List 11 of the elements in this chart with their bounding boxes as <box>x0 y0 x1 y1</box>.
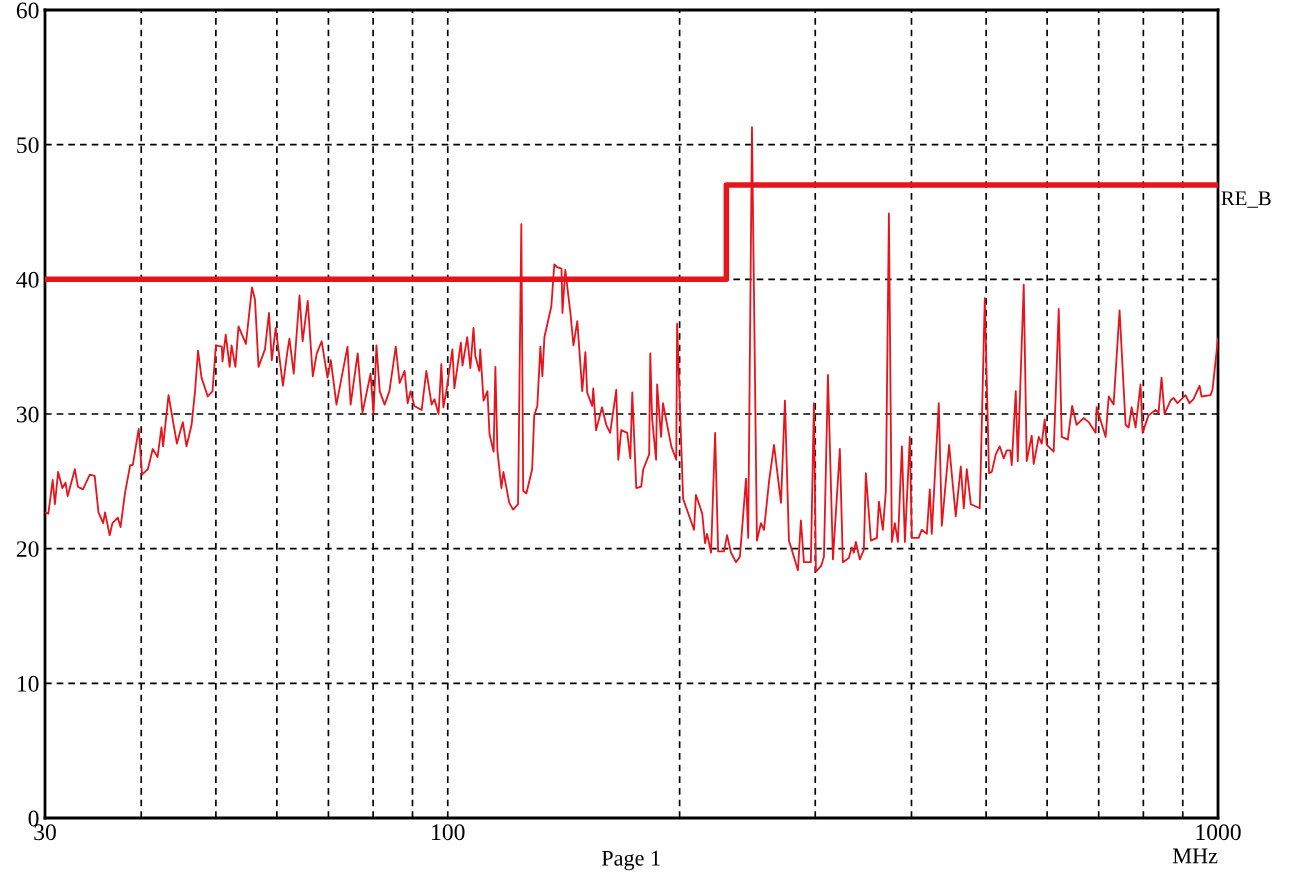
y-tick-label: 40 <box>16 271 39 288</box>
x-tick-label: 1000 <box>1196 824 1241 841</box>
text: Page 1 <box>601 850 660 871</box>
x-tick-label: 100 <box>432 824 465 841</box>
y-tick-label: 50 <box>17 137 39 154</box>
x-axis-title: MHz <box>1172 848 1218 864</box>
y-tick-label: 20 <box>16 541 39 558</box>
y-tick-label: 10 <box>17 675 39 692</box>
y-tick-label: 30 <box>16 406 39 423</box>
y-tick-label: 60 <box>16 2 39 19</box>
series-label: RE_B <box>1221 191 1271 208</box>
